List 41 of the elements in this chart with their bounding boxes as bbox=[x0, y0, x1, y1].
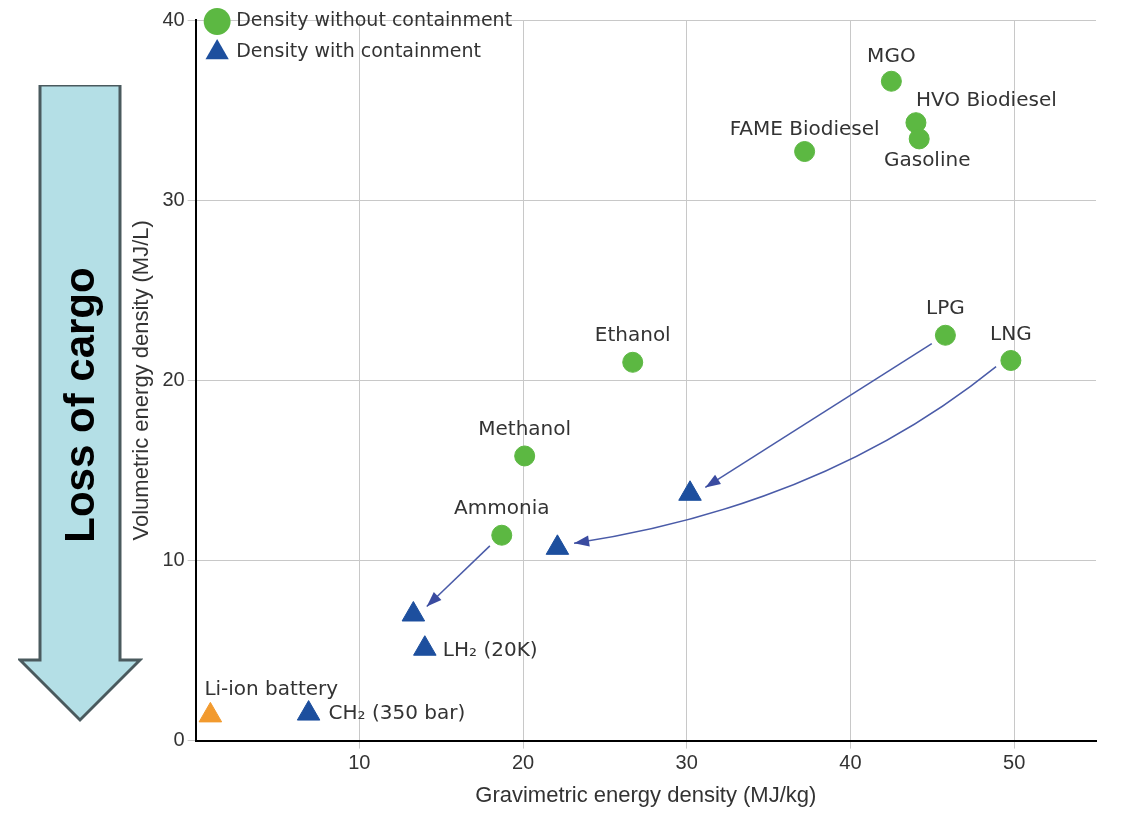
point bbox=[198, 701, 223, 723]
annotation: Li-ion battery bbox=[204, 675, 339, 700]
annotation: LH₂ (20K) bbox=[442, 636, 538, 661]
x-tick-label: 20 bbox=[511, 751, 535, 774]
point bbox=[908, 128, 930, 150]
annotation: HVO Biodiesel bbox=[915, 86, 1057, 111]
x-tick-label: 40 bbox=[839, 751, 862, 774]
point bbox=[491, 524, 513, 546]
point bbox=[934, 324, 956, 346]
point bbox=[880, 70, 902, 92]
y-axis-title: Volumetric energy density (MJ/L) bbox=[128, 220, 154, 541]
annotation: CH₂ (350 bar) bbox=[328, 699, 466, 724]
x-axis-title: Gravimetric energy density (MJ/kg) bbox=[475, 781, 817, 807]
annotation: MGO bbox=[867, 43, 916, 68]
annotation: LPG bbox=[926, 295, 965, 320]
y-tick-label: 10 bbox=[162, 547, 185, 570]
legend-label: Density with containment bbox=[236, 39, 481, 62]
annotation: Ammonia bbox=[454, 495, 550, 520]
annotation: Gasoline bbox=[883, 147, 971, 172]
point bbox=[514, 445, 536, 467]
point bbox=[678, 480, 702, 501]
point bbox=[413, 635, 437, 656]
point bbox=[1000, 349, 1022, 371]
point bbox=[545, 534, 570, 555]
y-tick-label: 40 bbox=[162, 7, 185, 30]
annotation: Ethanol bbox=[594, 322, 671, 347]
point bbox=[296, 700, 321, 721]
annotation: Methanol bbox=[478, 416, 572, 441]
point bbox=[622, 351, 644, 373]
annotation: LNG bbox=[990, 320, 1032, 345]
point bbox=[794, 141, 816, 163]
x-tick-label: 30 bbox=[675, 751, 698, 774]
y-tick-label: 0 bbox=[173, 728, 185, 751]
y-tick-label: 20 bbox=[162, 367, 185, 390]
x-tick-label: 10 bbox=[348, 751, 371, 774]
legend-label: Density without containment bbox=[236, 8, 513, 31]
annotation: FAME Biodiesel bbox=[729, 115, 880, 140]
text: Loss of cargo bbox=[56, 267, 104, 543]
x-tick-label: 50 bbox=[1003, 751, 1026, 774]
point bbox=[401, 601, 426, 622]
y-tick-label: 30 bbox=[162, 187, 185, 210]
